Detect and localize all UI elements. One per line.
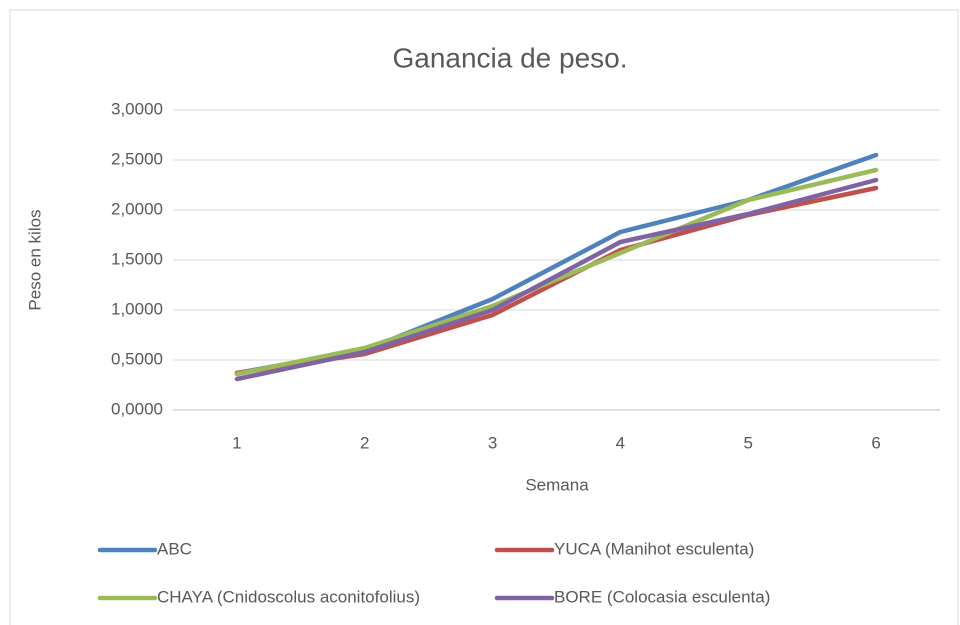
x-tick-label: 4 (616, 433, 625, 452)
y-tick-label: 2,5000 (111, 149, 163, 168)
legend-label: BORE (Colocasia esculenta) (554, 587, 770, 606)
x-axis-label: Semana (525, 475, 589, 494)
y-tick-label: 1,5000 (111, 249, 163, 268)
y-axis-label: Peso en kilos (25, 209, 44, 310)
legend-label: CHAYA (Cnidoscolus aconitofolius) (157, 587, 420, 606)
y-tick-label: 1,0000 (111, 299, 163, 318)
legend-label: YUCA (Manihot esculenta) (554, 539, 754, 558)
y-tick-label: 2,0000 (111, 199, 163, 218)
x-tick-label: 5 (744, 433, 753, 452)
y-tick-label: 3,0000 (111, 99, 163, 118)
x-tick-label: 2 (360, 433, 369, 452)
x-tick-label: 6 (871, 433, 880, 452)
legend-label: ABC (157, 539, 192, 558)
x-tick-label: 3 (488, 433, 497, 452)
y-tick-label: 0,0000 (111, 399, 163, 418)
x-tick-label: 1 (232, 433, 241, 452)
y-tick-label: 0,5000 (111, 349, 163, 368)
chart-title: Ganancia de peso. (392, 42, 627, 73)
series-line (234, 167, 879, 377)
series-line (234, 177, 879, 382)
